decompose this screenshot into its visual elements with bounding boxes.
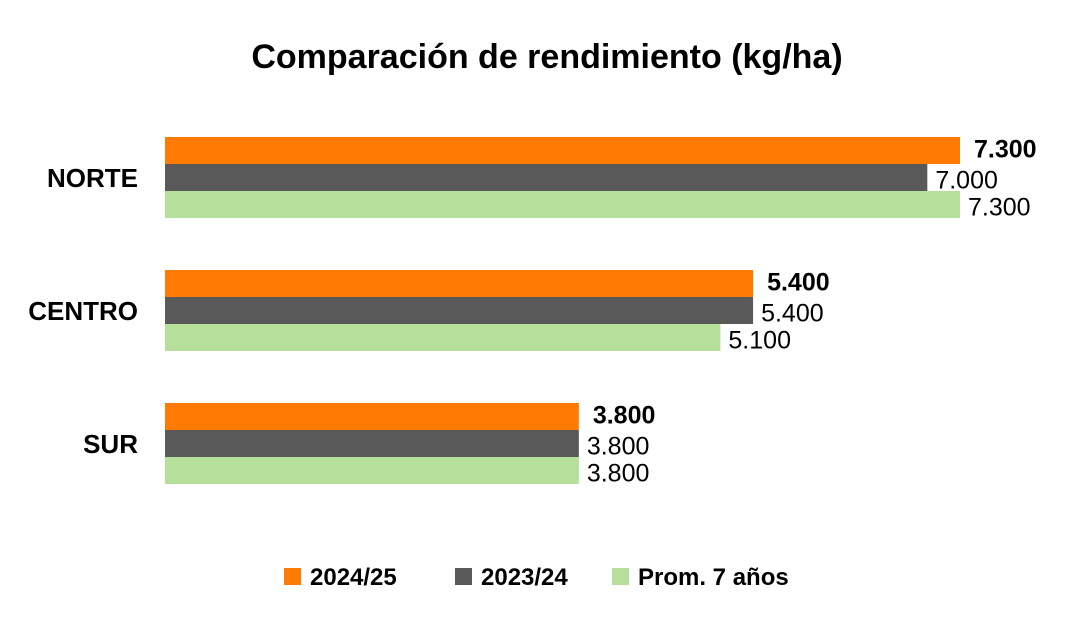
category-label-norte: NORTE <box>47 163 138 193</box>
chart-title: Comparación de rendimiento (kg/ha) <box>251 38 842 76</box>
legend-swatch-0 <box>284 568 301 585</box>
labels-layer: NORTE7.3007.0007.300CENTRO5.4005.4005.10… <box>28 136 1036 488</box>
category-label-centro: CENTRO <box>28 296 138 326</box>
data-label-norte-series-2: 7.300 <box>968 194 1031 222</box>
legend-label-2: Prom. 7 años <box>638 564 789 591</box>
data-label-centro-series-0: 5.400 <box>767 269 830 297</box>
category-label-sur: SUR <box>83 429 138 459</box>
legend-swatch-2 <box>612 568 629 585</box>
data-label-sur-series-0: 3.800 <box>593 402 656 430</box>
bars-layer <box>165 137 960 484</box>
bar-norte-series-0 <box>165 137 960 164</box>
bar-centro-series-2 <box>165 324 721 351</box>
bar-sur-series-1 <box>165 430 579 457</box>
bar-sur-series-0 <box>165 403 579 430</box>
data-label-sur-series-1: 3.800 <box>587 433 650 461</box>
data-label-norte-series-1: 7.000 <box>935 167 998 195</box>
legend: 2024/25 2023/24 Prom. 7 años <box>284 564 789 591</box>
bar-centro-series-1 <box>165 297 754 324</box>
legend-label-0: 2024/25 <box>310 564 397 591</box>
data-label-norte-series-0: 7.300 <box>974 136 1037 164</box>
bar-norte-series-1 <box>165 164 928 191</box>
bar-sur-series-2 <box>165 457 579 484</box>
data-label-centro-series-2: 5.100 <box>728 327 791 355</box>
data-label-centro-series-1: 5.400 <box>761 300 824 328</box>
bar-centro-series-0 <box>165 270 754 297</box>
data-label-sur-series-2: 3.800 <box>587 460 650 488</box>
bar-norte-series-2 <box>165 191 960 218</box>
legend-swatch-1 <box>455 568 472 585</box>
legend-label-1: 2023/24 <box>481 564 568 591</box>
